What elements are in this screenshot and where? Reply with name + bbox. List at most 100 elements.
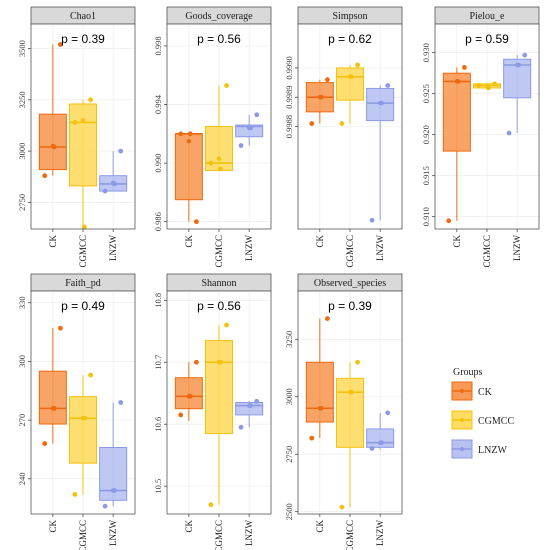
data-point-lnzw (369, 217, 375, 223)
legend-label: CK (478, 387, 493, 398)
panel-faith_pd: Faith_pdp = 0.49 240 270 300 330 CK CGMCC LNZW (17, 273, 136, 550)
box-iqr (68, 396, 98, 464)
x-tick-label: LNZW (108, 520, 118, 546)
box-iqr (174, 133, 203, 201)
facet-title: Simpson (332, 11, 367, 22)
data-point-ck (178, 131, 184, 137)
x-tick-label: LNZW (244, 235, 254, 261)
mean-point (80, 118, 86, 123)
data-point-lnzw (112, 488, 117, 493)
data-point-ck (51, 405, 57, 411)
box-iqr (305, 361, 334, 423)
data-point-lnzw (385, 410, 391, 416)
facet-title: Pielou_e (470, 11, 506, 22)
p-value: p = 0.59 (465, 32, 509, 46)
x-tick-label: LNZW (108, 235, 118, 261)
x-tick-label: CK (315, 520, 325, 533)
facet-title: Chao1 (70, 11, 96, 22)
data-point-lnzw (118, 400, 124, 405)
data-point-lnzw (522, 52, 528, 58)
data-point-cgmcc (88, 97, 93, 103)
y-tick-label: 3500 (17, 40, 27, 57)
data-point-lnzw (516, 62, 521, 68)
legend: Groups CK CGMCC LNZW (451, 367, 514, 459)
p-value: p = 0.62 (328, 32, 372, 46)
data-point-lnzw (248, 403, 253, 408)
y-tick-label: 2750 (284, 446, 294, 463)
legend-swatch-point (460, 418, 464, 422)
y-tick-label: 330 (17, 296, 27, 309)
y-tick-label: 300 (17, 355, 27, 368)
data-point-cgmcc (355, 62, 360, 68)
x-tick-label: CK (184, 520, 194, 533)
x-tick-label: CGMCC (78, 235, 88, 268)
x-tick-label: CGMCC (482, 235, 492, 268)
box-lnzw (366, 412, 395, 450)
box-iqr (174, 377, 203, 410)
box-iqr (38, 113, 67, 171)
data-point-cgmcc (355, 359, 360, 365)
data-point-cgmcc (348, 74, 354, 80)
data-point-ck (58, 42, 63, 47)
p-value: p = 0.49 (61, 299, 105, 313)
y-tick-label: 0.9989 (284, 86, 294, 109)
data-point-ck (51, 144, 57, 150)
data-point-lnzw (118, 148, 124, 154)
box-lnzw (366, 85, 395, 221)
data-point-cgmcc (208, 160, 214, 166)
y-tick-label: 0.9990 (284, 56, 294, 79)
data-point-ck (309, 121, 315, 126)
y-tick-label: 0.910 (421, 207, 431, 226)
y-tick-label: 270 (17, 414, 27, 427)
legend-key-cgmcc (451, 410, 473, 430)
p-value: p = 0.39 (328, 299, 372, 313)
y-tick-label: 240 (17, 472, 27, 485)
y-tick-label: 3000 (284, 388, 294, 405)
x-tick-label: CK (315, 235, 325, 248)
data-point-ck (462, 65, 467, 70)
box-iqr (366, 87, 395, 122)
data-point-lnzw (369, 446, 375, 451)
data-point-ck (42, 173, 48, 179)
x-tick-label: CK (184, 235, 194, 248)
data-point-cgmcc (339, 504, 345, 510)
x-tick-label: LNZW (244, 520, 254, 546)
x-tick-label: CGMCC (214, 520, 224, 550)
y-tick-label: 3000 (17, 143, 27, 160)
box-iqr (235, 124, 264, 138)
data-point-cgmcc (485, 85, 491, 91)
x-tick-label: CGMCC (214, 235, 224, 268)
data-point-ck (318, 405, 324, 411)
box-iqr (38, 370, 67, 425)
box-ck (442, 67, 471, 221)
data-point-cgmcc (72, 492, 78, 497)
data-point-ck (187, 131, 193, 137)
mean-point (216, 156, 222, 161)
x-tick-label: CK (48, 520, 58, 533)
data-point-cgmcc (88, 372, 93, 378)
p-value: p = 0.56 (197, 32, 241, 46)
panel-shannon: Shannon p = 0.56 10.5 10.6 10.7 10.8 CK CGMCC LN… (153, 273, 272, 550)
p-value: p = 0.39 (61, 32, 105, 46)
legend-swatch-point (460, 389, 464, 393)
data-point-ck (187, 393, 193, 399)
data-point-ck (325, 316, 330, 321)
box-iqr (68, 103, 98, 187)
box-ck (174, 133, 203, 222)
legend-label: CGMCC (478, 416, 514, 427)
panel-simpson: Simpson p = 0.62 0.9988 0.9989 0.9990 CK CGMCC… (284, 6, 403, 268)
y-tick-label: 3250 (284, 331, 294, 348)
data-point-cgmcc (476, 83, 482, 88)
data-point-lnzw (112, 181, 117, 187)
panel-chao1: Chao1 p = 0.39 2750 3000 3250 3500 CK CGMCC LNZW (17, 6, 136, 268)
y-tick-label: 0.998 (153, 36, 163, 55)
data-point-lnzw (385, 83, 391, 88)
data-point-cgmcc (339, 121, 345, 126)
data-point-ck (318, 94, 324, 100)
data-point-ck (194, 219, 199, 225)
data-point-ck (325, 77, 330, 83)
data-point-cgmcc (217, 166, 223, 172)
box-iqr (442, 72, 471, 152)
